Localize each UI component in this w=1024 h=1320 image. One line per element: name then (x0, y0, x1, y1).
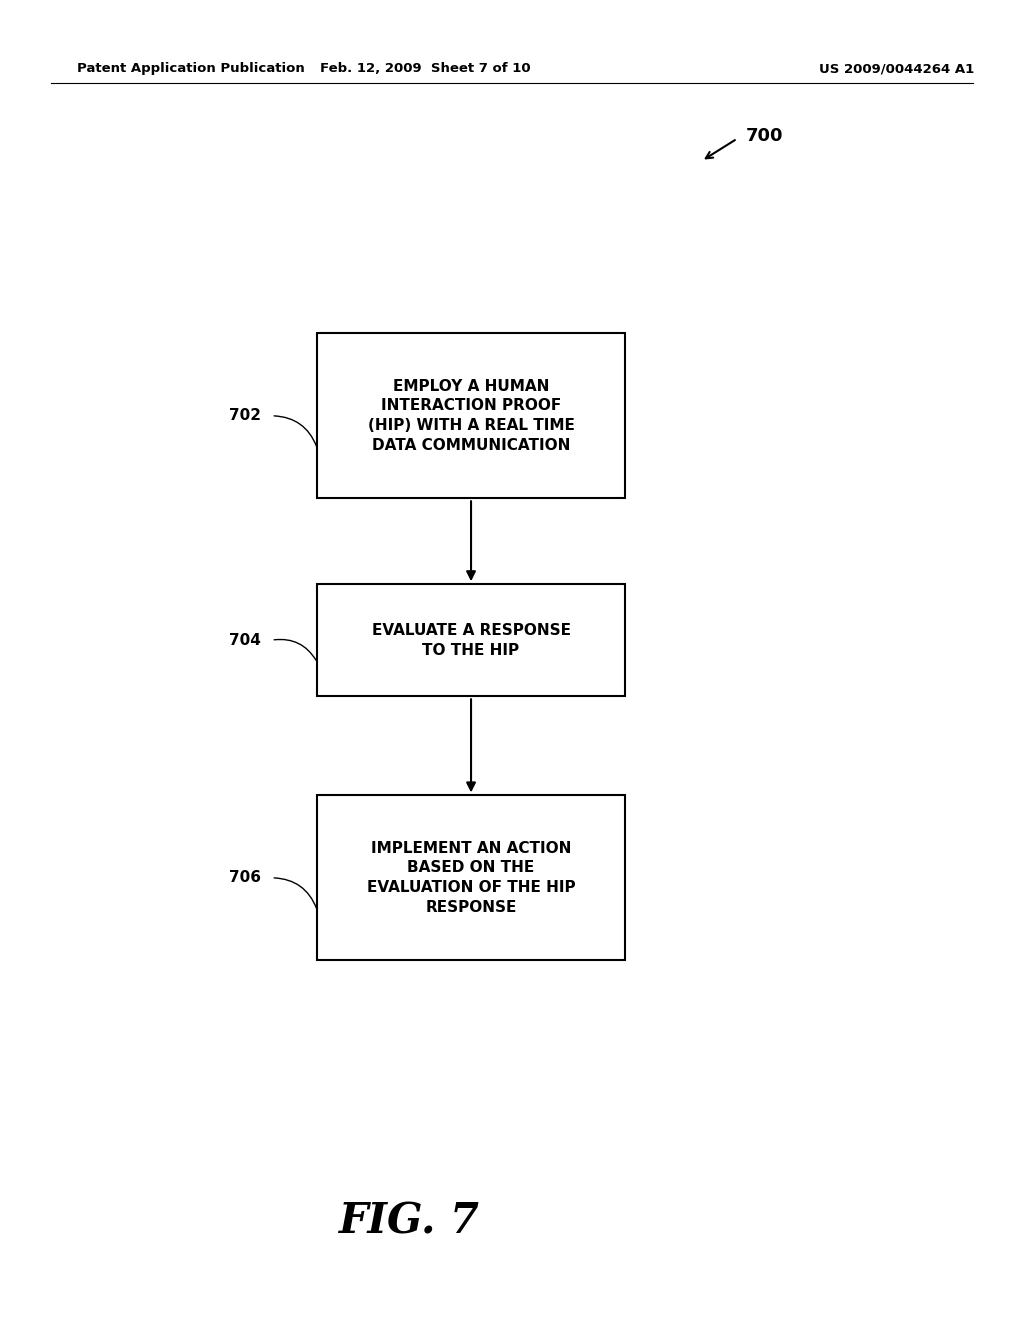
Text: Patent Application Publication: Patent Application Publication (77, 62, 304, 75)
Text: Feb. 12, 2009  Sheet 7 of 10: Feb. 12, 2009 Sheet 7 of 10 (319, 62, 530, 75)
Text: IMPLEMENT AN ACTION
BASED ON THE
EVALUATION OF THE HIP
RESPONSE: IMPLEMENT AN ACTION BASED ON THE EVALUAT… (367, 841, 575, 915)
Text: 702: 702 (229, 408, 261, 424)
Bar (317, 333, 625, 498)
Bar (317, 795, 625, 961)
Text: 706: 706 (229, 870, 261, 886)
Text: EMPLOY A HUMAN
INTERACTION PROOF
(HIP) WITH A REAL TIME
DATA COMMUNICATION: EMPLOY A HUMAN INTERACTION PROOF (HIP) W… (368, 379, 574, 453)
Text: FIG. 7: FIG. 7 (339, 1200, 480, 1242)
Text: US 2009/0044264 A1: US 2009/0044264 A1 (819, 62, 975, 75)
Text: 700: 700 (745, 127, 783, 145)
Text: EVALUATE A RESPONSE
TO THE HIP: EVALUATE A RESPONSE TO THE HIP (372, 623, 570, 657)
Bar (317, 583, 625, 697)
Text: 704: 704 (229, 632, 261, 648)
